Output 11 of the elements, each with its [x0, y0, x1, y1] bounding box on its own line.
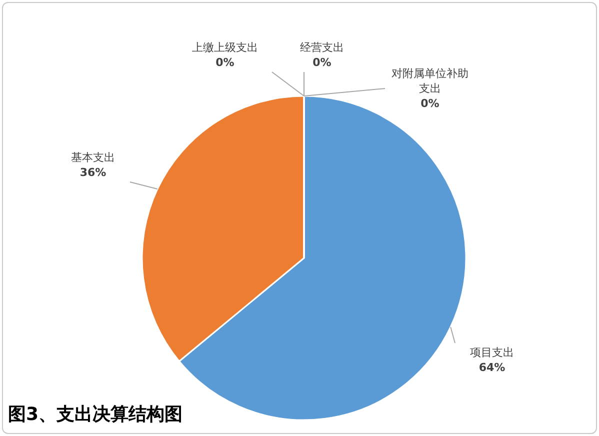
data-label: 36%: [78, 165, 108, 180]
category-label: 对附属单位补助支出: [392, 67, 468, 95]
text: 0%: [420, 97, 440, 110]
text: 图3、支出决算结构图: [8, 403, 183, 426]
text: 0%: [312, 56, 332, 69]
category-label: 上缴上级支出: [192, 41, 258, 54]
slice-label: 项目支出: [469, 345, 515, 360]
data-label: 64%: [478, 360, 506, 375]
text: 0%: [216, 56, 234, 69]
category-label: 经营支出: [300, 41, 344, 54]
slice-label: 基本支出: [70, 150, 116, 165]
